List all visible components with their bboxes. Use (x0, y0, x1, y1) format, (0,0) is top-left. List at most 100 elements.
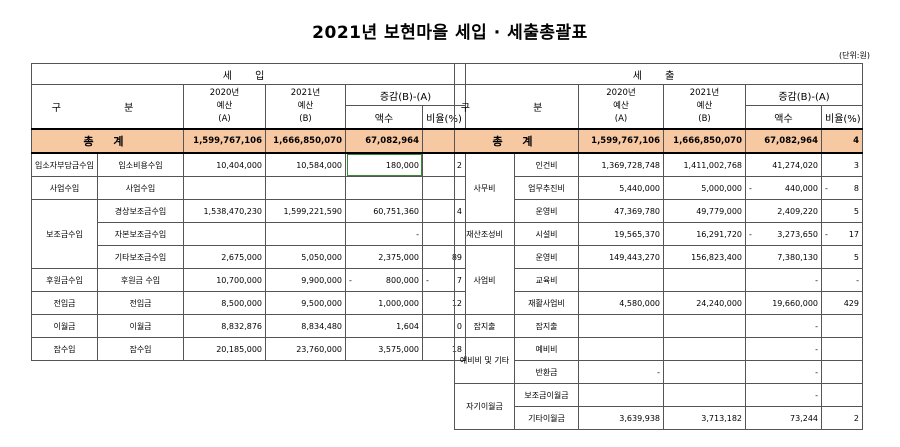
expense-total-diff: 67,082,964 (745, 128, 822, 154)
expense-ratio: - 17 (821, 222, 863, 246)
expense-a (578, 337, 664, 361)
expense-ratio: 429 (821, 291, 863, 315)
expense-a: 4,580,000 (578, 291, 664, 315)
expense-b (663, 383, 746, 407)
expense-item: 인건비 (514, 152, 579, 177)
expense-2021-header: 2021년 예산 (B) (663, 84, 746, 130)
income-category: 보조금수입 (31, 199, 98, 269)
expense-item: 운영비 (514, 245, 579, 269)
expense-diff: 19,660,000 (745, 291, 822, 315)
expense-2020-header: 2020년 예산 (A) (578, 84, 664, 130)
income-total-b: 1,666,850,070 (265, 128, 346, 154)
income-category: 후원금수입 (31, 268, 98, 292)
minus-sign: - (825, 183, 828, 193)
expense-ratio-header: 비율(%) (821, 105, 863, 130)
minus-sign: - (349, 275, 352, 285)
expense-category: 사무비 (454, 152, 515, 223)
expense-ratio: - (821, 268, 863, 292)
income-item: 후원금 수입 (97, 268, 184, 292)
income-item: 경상보조금수입 (97, 199, 184, 223)
income-category: 잡수입 (31, 337, 98, 361)
income-2021-header: 2021년 예산 (B) (265, 84, 346, 130)
expense-category: 자기이월금 (454, 383, 515, 430)
expense-total-a: 1,599,767,106 (578, 128, 664, 154)
expense-ratio (821, 360, 863, 384)
expense-b: 16,291,720 (663, 222, 746, 246)
expense-b: 3,713,182 (663, 406, 746, 430)
expense-amount-header: 액수 (745, 105, 822, 130)
expense-b (663, 268, 746, 292)
expense-diff: - 440,000 (745, 176, 822, 200)
expense-a: 47,369,780 (578, 199, 664, 223)
expense-category: 재산조성비 (454, 222, 515, 246)
expense-diff: 73,244 (745, 406, 822, 430)
income-a (183, 222, 266, 246)
expense-total-b: 1,666,850,070 (663, 128, 746, 154)
income-diff: - 800,000 (345, 268, 423, 292)
income-b: 1,599,221,590 (265, 199, 346, 223)
expense-diff: - (745, 383, 822, 407)
expense-item: 보조금이월금 (514, 383, 579, 407)
minus-sign: - (749, 183, 752, 193)
expense-diff: - (745, 360, 822, 384)
expense-item: 기타이월금 (514, 406, 579, 430)
expense-ratio: 5 (821, 199, 863, 223)
expense-item: 잡지출 (514, 314, 579, 338)
expense-b: 1,411,002,768 (663, 152, 746, 177)
income-diff-value: 800,000 (385, 275, 419, 285)
income-item: 잡수입 (97, 337, 184, 361)
income-total-label: 총 계 (31, 128, 184, 154)
expense-item: 재활사업비 (514, 291, 579, 315)
expense-ratio: 3 (821, 152, 863, 177)
minus-sign: - (825, 229, 828, 239)
expense-diff-header: 증감(B)-(A) (745, 84, 863, 106)
expense-diff: 41,274,020 (745, 152, 822, 177)
unit-label: (단위:원) (838, 51, 870, 60)
expense-a: 5,440,000 (578, 176, 664, 200)
income-diff-selected-cell[interactable]: 180,000 (345, 152, 423, 177)
expense-item: 예비비 (514, 337, 579, 361)
income-section-header: 세 입 (31, 63, 466, 85)
income-diff: 60,751,360 (345, 199, 423, 223)
income-item: 사업수입 (97, 176, 184, 200)
expense-diff: 2,409,220 (745, 199, 822, 223)
expense-ratio-value: 8 (853, 183, 859, 193)
income-item: 기타보조금수입 (97, 245, 184, 269)
expense-a: 1,369,728,748 (578, 152, 664, 177)
income-item: 전입금 (97, 291, 184, 315)
expense-b: 156,823,400 (663, 245, 746, 269)
expense-a (578, 314, 664, 338)
income-total-diff: 67,082,964 (345, 128, 423, 154)
expense-item: 업무추진비 (514, 176, 579, 200)
income-gubun-header: 구 분 (31, 84, 184, 130)
expense-b (663, 360, 746, 384)
expense-item: 시설비 (514, 222, 579, 246)
expense-ratio: 5 (821, 245, 863, 269)
income-total-a: 1,599,767,106 (183, 128, 266, 154)
income-b: 8,834,480 (265, 314, 346, 338)
expense-a: 3,639,938 (578, 406, 664, 430)
income-b: 23,760,000 (265, 337, 346, 361)
expense-diff-value: 3,273,650 (777, 229, 818, 239)
expense-b: 49,779,000 (663, 199, 746, 223)
income-item: 자본보조금수입 (97, 222, 184, 246)
income-diff: 1,000,000 (345, 291, 423, 315)
expense-total-ratio: 4 (821, 128, 863, 154)
expense-b (663, 314, 746, 338)
income-amount-header: 액수 (345, 105, 423, 130)
income-b: 9,900,000 (265, 268, 346, 292)
expense-section-header: 세 출 (454, 63, 863, 85)
expense-b (663, 337, 746, 361)
income-a: 2,675,000 (183, 245, 266, 269)
expense-b: 5,000,000 (663, 176, 746, 200)
minus-sign: - (426, 275, 429, 285)
expense-a (578, 383, 664, 407)
expense-category: 잡지출 (454, 314, 515, 338)
income-a: 8,500,000 (183, 291, 266, 315)
income-item: 이월금 (97, 314, 184, 338)
income-category: 이월금 (31, 314, 98, 338)
minus-sign: - (749, 229, 752, 239)
expense-ratio-value: 17 (848, 229, 859, 239)
expense-gubun-header: 구 분 (454, 84, 579, 130)
income-a: 8,832,876 (183, 314, 266, 338)
